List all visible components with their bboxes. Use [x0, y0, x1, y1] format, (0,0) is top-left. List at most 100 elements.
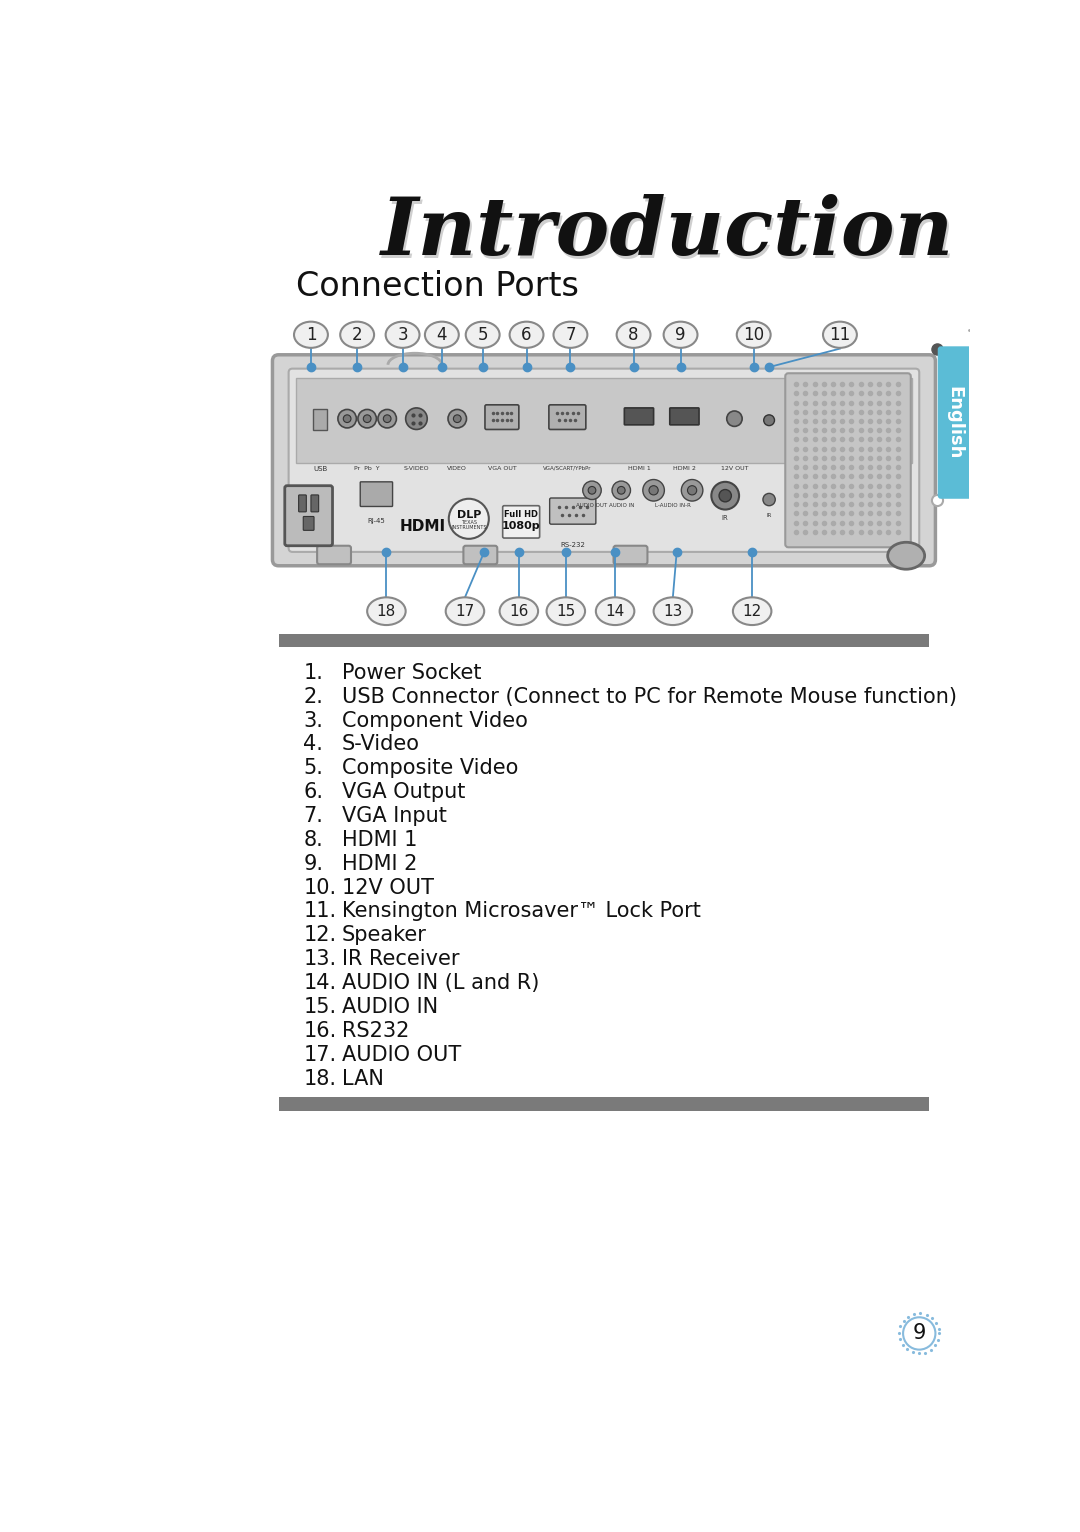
Ellipse shape: [424, 322, 459, 348]
FancyBboxPatch shape: [311, 495, 319, 512]
FancyBboxPatch shape: [285, 486, 333, 545]
Text: 17: 17: [456, 604, 474, 619]
FancyBboxPatch shape: [318, 545, 351, 564]
Text: IR: IR: [767, 513, 772, 518]
Text: RS232: RS232: [341, 1020, 409, 1040]
Text: VGA/SCART/YPbPr: VGA/SCART/YPbPr: [543, 466, 592, 470]
Text: English: English: [946, 386, 963, 460]
Circle shape: [448, 409, 467, 427]
FancyBboxPatch shape: [624, 408, 653, 424]
Text: 2: 2: [352, 326, 363, 343]
Text: 8: 8: [629, 326, 639, 343]
Text: HDMI 1: HDMI 1: [627, 466, 650, 470]
Circle shape: [383, 415, 391, 423]
Text: VIDEO: VIDEO: [447, 466, 468, 470]
Text: LAN: LAN: [341, 1069, 383, 1089]
Text: 11: 11: [829, 326, 851, 343]
Ellipse shape: [737, 322, 771, 348]
Text: AUDIO OUT: AUDIO OUT: [577, 504, 608, 509]
Circle shape: [762, 493, 775, 506]
Circle shape: [378, 409, 396, 427]
FancyBboxPatch shape: [288, 369, 919, 552]
FancyBboxPatch shape: [670, 408, 699, 424]
Text: 9: 9: [675, 326, 686, 343]
FancyBboxPatch shape: [361, 483, 392, 507]
Text: Kensington Microsaver™ Lock Port: Kensington Microsaver™ Lock Port: [341, 901, 701, 921]
Ellipse shape: [500, 597, 538, 625]
Text: 7: 7: [565, 326, 576, 343]
FancyBboxPatch shape: [272, 355, 935, 565]
Text: Power Socket: Power Socket: [341, 663, 482, 683]
Text: Full HD: Full HD: [504, 510, 538, 519]
Ellipse shape: [386, 322, 419, 348]
Circle shape: [618, 487, 625, 495]
FancyBboxPatch shape: [549, 404, 585, 429]
Ellipse shape: [367, 597, 406, 625]
Text: 16: 16: [509, 604, 528, 619]
Ellipse shape: [653, 597, 692, 625]
FancyBboxPatch shape: [550, 498, 596, 524]
Circle shape: [449, 499, 489, 539]
Text: 13: 13: [663, 604, 683, 619]
Text: 14.: 14.: [303, 973, 336, 993]
FancyBboxPatch shape: [937, 346, 972, 499]
Text: 3: 3: [397, 326, 408, 343]
Text: 5: 5: [477, 326, 488, 343]
Text: VGA OUT: VGA OUT: [487, 466, 516, 470]
Text: 9: 9: [913, 1324, 926, 1344]
Text: 6: 6: [522, 326, 531, 343]
Circle shape: [589, 487, 596, 495]
Text: 15.: 15.: [303, 997, 336, 1017]
Text: 1: 1: [306, 326, 316, 343]
Text: IR: IR: [721, 515, 729, 521]
Circle shape: [357, 409, 377, 427]
Circle shape: [649, 486, 658, 495]
Circle shape: [406, 408, 428, 429]
Text: VGA Input: VGA Input: [341, 806, 447, 826]
Text: Pr  Pb  Y: Pr Pb Y: [354, 466, 380, 470]
Circle shape: [719, 490, 731, 502]
Text: Composite Video: Composite Video: [341, 758, 518, 778]
Circle shape: [454, 415, 461, 423]
FancyBboxPatch shape: [485, 404, 518, 429]
Text: 2.: 2.: [303, 686, 323, 706]
Ellipse shape: [888, 542, 924, 570]
Text: Component Video: Component Video: [341, 711, 528, 731]
Text: 13.: 13.: [303, 950, 336, 970]
Circle shape: [643, 480, 664, 501]
Text: 10: 10: [743, 326, 765, 343]
Bar: [279, 1097, 929, 1111]
Ellipse shape: [446, 597, 484, 625]
Circle shape: [712, 483, 739, 510]
Circle shape: [681, 480, 703, 501]
Circle shape: [727, 411, 742, 426]
Text: S-Video: S-Video: [341, 734, 420, 754]
Text: AUDIO IN (L and R): AUDIO IN (L and R): [341, 973, 539, 993]
Circle shape: [363, 415, 372, 423]
Ellipse shape: [617, 322, 650, 348]
Text: 16.: 16.: [303, 1020, 337, 1040]
Text: RJ-45: RJ-45: [367, 518, 386, 524]
Text: 4: 4: [436, 326, 447, 343]
Circle shape: [903, 1318, 935, 1350]
Text: 11.: 11.: [303, 901, 336, 921]
Text: 5.: 5.: [303, 758, 323, 778]
Ellipse shape: [733, 597, 771, 625]
Text: L-AUDIO IN-R: L-AUDIO IN-R: [654, 504, 691, 509]
Text: 4.: 4.: [303, 734, 323, 754]
Bar: [296, 378, 913, 463]
Text: HDMI 2: HDMI 2: [341, 853, 417, 873]
Text: Introduction: Introduction: [383, 196, 956, 274]
Circle shape: [688, 486, 697, 495]
Text: 18.: 18.: [303, 1069, 336, 1089]
Text: HDMI 1: HDMI 1: [341, 830, 417, 850]
Circle shape: [583, 481, 602, 499]
FancyBboxPatch shape: [613, 545, 647, 564]
Text: AUDIO IN: AUDIO IN: [608, 504, 634, 509]
Text: USB: USB: [313, 466, 327, 472]
Text: 15: 15: [556, 604, 576, 619]
Circle shape: [338, 409, 356, 427]
FancyBboxPatch shape: [463, 545, 497, 564]
Text: 17.: 17.: [303, 1045, 336, 1065]
Text: IR Receiver: IR Receiver: [341, 950, 459, 970]
